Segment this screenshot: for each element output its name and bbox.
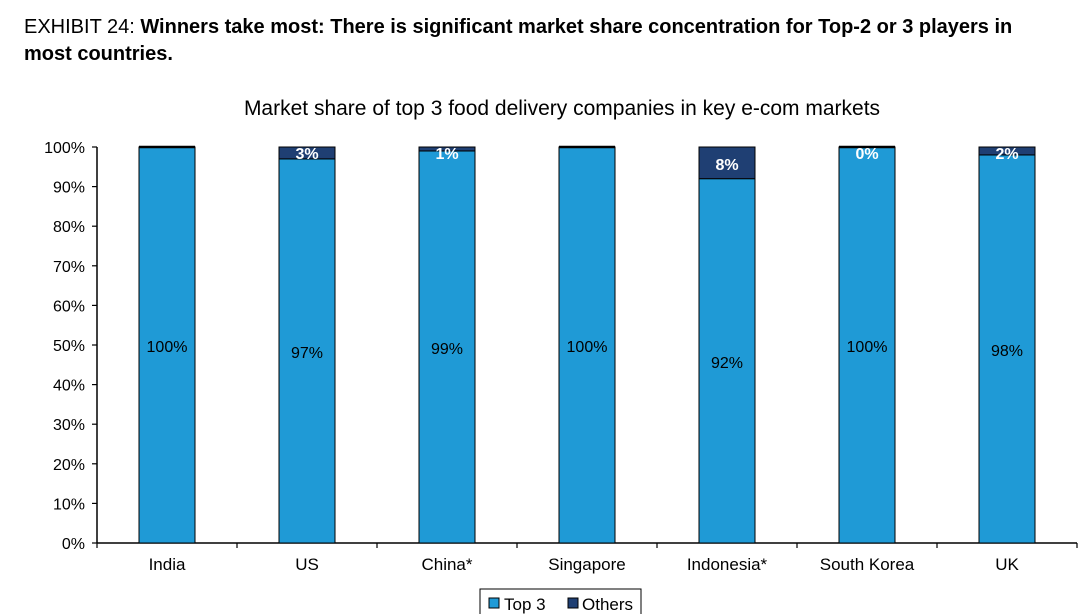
- x-category-label: Singapore: [548, 555, 626, 574]
- y-tick-label: 0%: [62, 536, 85, 553]
- bar-others-3: [418, 146, 476, 152]
- legend-swatch-top3: [488, 597, 500, 609]
- legend: Top 3 Others: [479, 588, 642, 614]
- chart-title: Market share of top 3 food delivery comp…: [244, 97, 880, 120]
- x-category-label: US: [295, 555, 319, 574]
- y-tick-label: 90%: [53, 180, 85, 197]
- y-tick-label: 10%: [53, 496, 85, 513]
- y-tick-label: 50%: [53, 338, 85, 355]
- bar-others-7: [978, 146, 1036, 156]
- exhibit-header: EXHIBIT 24: Winners take most: There is …: [24, 14, 1064, 68]
- y-tick-label: 60%: [53, 298, 85, 315]
- data-label-others: 0%: [855, 146, 878, 163]
- data-label-others: 8%: [715, 157, 738, 174]
- bar-top3-7: [978, 154, 1036, 544]
- bar-top3-2: [278, 158, 336, 544]
- bar-others-5: [698, 146, 756, 180]
- bar-top3-5: [698, 178, 756, 544]
- data-label-top3: 92%: [711, 355, 743, 372]
- y-tick-label: 100%: [44, 140, 85, 157]
- bar-top3-1: [138, 146, 196, 544]
- data-label-top3: 100%: [567, 339, 608, 356]
- legend-box: [479, 588, 642, 614]
- y-tick-label: 20%: [53, 457, 85, 474]
- exhibit-title: Winners take most: There is significant …: [24, 16, 1013, 65]
- data-label-others: 2%: [995, 146, 1018, 163]
- x-category-label: UK: [995, 555, 1019, 574]
- x-category-label: South Korea: [820, 555, 915, 574]
- data-label-top3: 99%: [431, 341, 463, 358]
- legend-label-others: Others: [582, 595, 633, 614]
- legend-label-top3: Top 3: [504, 595, 546, 614]
- data-label-others: 1%: [435, 146, 458, 163]
- bar-top3-6: [838, 146, 896, 544]
- y-tick-label: 40%: [53, 378, 85, 395]
- data-label-top3: 98%: [991, 343, 1023, 360]
- data-label-top3: 97%: [291, 345, 323, 362]
- x-category-label: Indonesia*: [687, 555, 768, 574]
- legend-swatch-others: [567, 597, 579, 609]
- data-label-others: 3%: [295, 146, 318, 163]
- y-tick-label: 30%: [53, 417, 85, 434]
- bar-others-2: [278, 146, 336, 160]
- x-category-label: China*: [421, 555, 472, 574]
- data-label-top3: 100%: [847, 339, 888, 356]
- bar-top3-4: [558, 146, 616, 544]
- y-tick-label: 80%: [53, 219, 85, 236]
- exhibit-label: EXHIBIT 24:: [24, 16, 135, 38]
- bar-top3-3: [418, 150, 476, 544]
- x-category-label: India: [149, 555, 186, 574]
- data-label-top3: 100%: [147, 339, 188, 356]
- y-tick-label: 70%: [53, 259, 85, 276]
